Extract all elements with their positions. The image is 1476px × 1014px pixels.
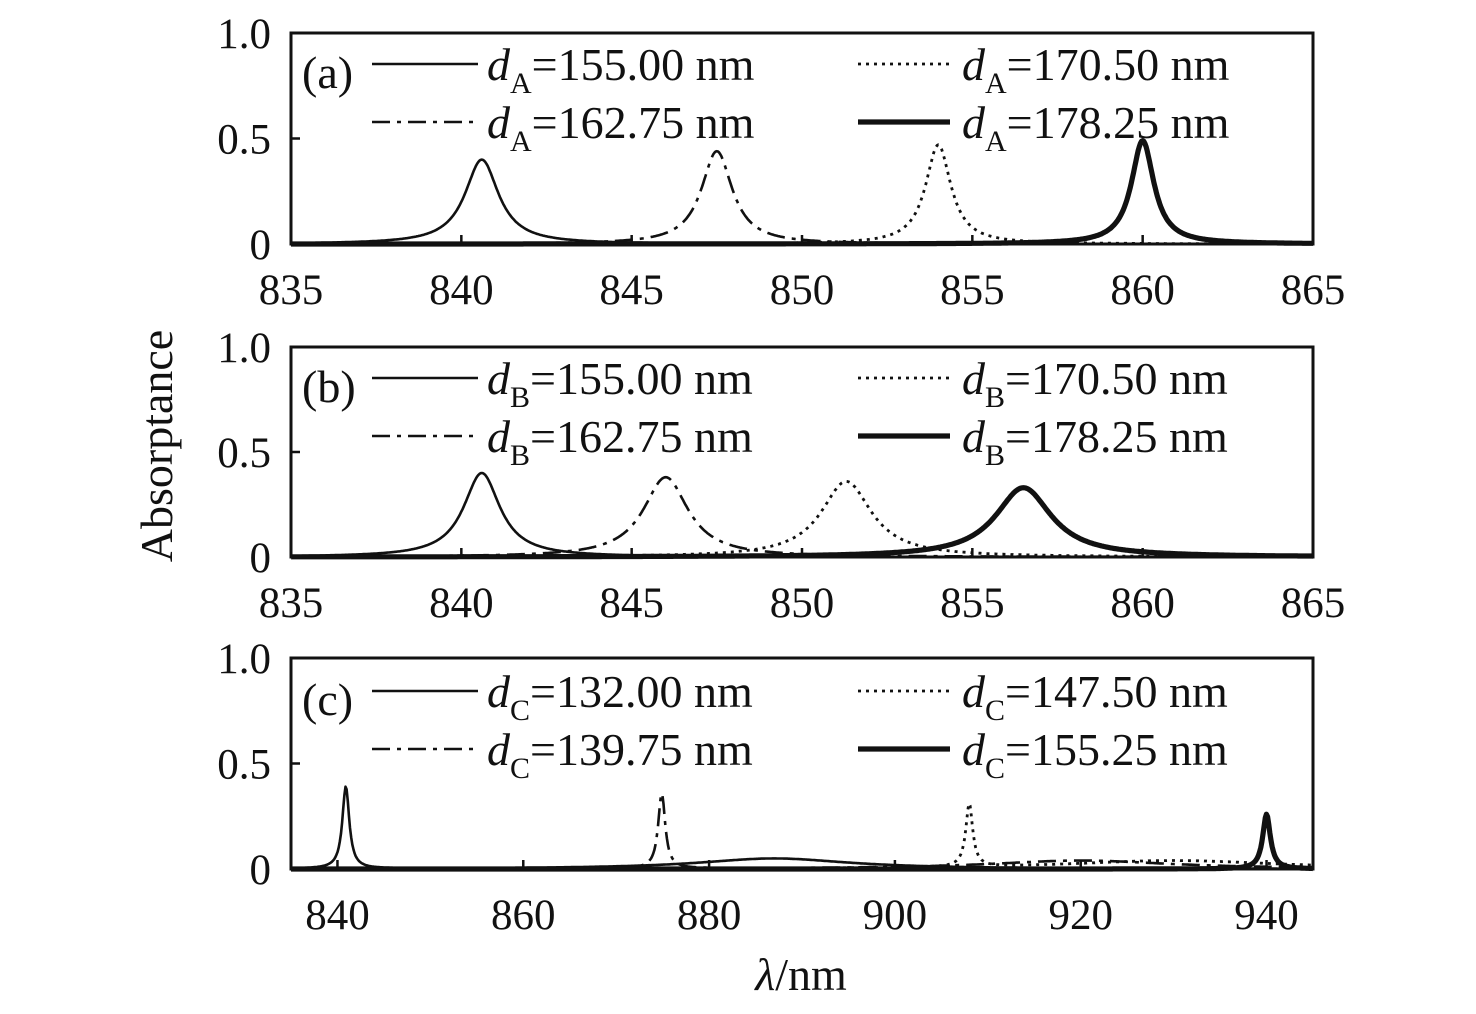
x-tick-label: 880 xyxy=(677,892,742,939)
x-tick-label: 860 xyxy=(491,892,556,939)
panel-b: 835 840 845 850 855 860 865 0 0.5 1.0 (b) dB=155.00… xyxy=(217,325,1345,627)
y-tick-label: 0.5 xyxy=(217,117,271,164)
legend-label: dB=155.00 nm xyxy=(487,353,753,414)
series-line-c-2 xyxy=(290,792,1314,871)
series-line-c-1 xyxy=(290,785,1314,870)
x-tick-label: 860 xyxy=(1110,267,1175,314)
x-tick-label: 900 xyxy=(863,892,928,939)
x-tick-label: 860 xyxy=(1110,580,1175,627)
x-axis-title-unit: /nm xyxy=(775,949,847,1000)
x-tick-label: 855 xyxy=(940,267,1005,314)
legend-label: dB=178.25 nm xyxy=(962,411,1228,472)
legend-label: dC=155.25 nm xyxy=(962,724,1228,785)
legend-label: dB=162.75 nm xyxy=(487,411,753,472)
legend-label: dA=155.00 nm xyxy=(487,39,755,100)
x-tick-label: 920 xyxy=(1048,892,1113,939)
x-tick-label: 835 xyxy=(259,267,324,314)
x-tick-label: 850 xyxy=(770,267,835,314)
x-tick-label: 865 xyxy=(1281,267,1346,314)
legend-label: dA=170.50 nm xyxy=(962,39,1230,100)
legend-label: dC=132.00 nm xyxy=(487,666,753,727)
y-tick-label: 0 xyxy=(250,222,272,269)
series-line-c-4 xyxy=(289,811,1315,872)
x-axis-title-symbol: λ xyxy=(753,949,775,1000)
panel-label: (b) xyxy=(302,361,356,412)
series-line-b-2 xyxy=(290,475,1314,559)
y-tick-label: 1.0 xyxy=(217,11,271,58)
x-tick-label: 840 xyxy=(305,892,370,939)
series-line-a-3 xyxy=(290,143,1314,246)
y-tick-label: 1.0 xyxy=(217,325,271,372)
x-tick-label: 840 xyxy=(429,580,494,627)
legend-label: dA=162.75 nm xyxy=(487,97,755,158)
x-tick-label: 840 xyxy=(429,267,494,314)
x-tick-label: 940 xyxy=(1234,892,1299,939)
legend-label: dB=170.50 nm xyxy=(962,353,1228,414)
series-line-b-3 xyxy=(290,480,1314,559)
series-line-b-1 xyxy=(290,471,1314,559)
x-tick-label: 850 xyxy=(770,580,835,627)
y-tick-label: 0.5 xyxy=(217,430,271,477)
series-line-a-4 xyxy=(289,138,1315,247)
y-tick-label: 0.5 xyxy=(217,742,271,789)
y-axis-title: Absorptance xyxy=(131,330,182,562)
panel-label: (a) xyxy=(302,47,353,98)
x-tick-label: 865 xyxy=(1281,580,1346,627)
y-tick-label: 1.0 xyxy=(217,636,271,683)
panel-a: 835 840 845 850 855 860 865 0 0.5 1.0 (a) dA=155.00… xyxy=(217,11,1345,314)
legend-label: dC=147.50 nm xyxy=(962,666,1228,727)
x-tick-label: 835 xyxy=(259,580,324,627)
legend-label: dA=178.25 nm xyxy=(962,97,1230,158)
panel-c: 840 860 880 900 920 940 0 0.5 1.0 (c) dC=132.00 nm… xyxy=(217,636,1315,939)
x-tick-label: 845 xyxy=(599,267,664,314)
y-tick-label: 0 xyxy=(250,847,272,894)
panel-label: (c) xyxy=(302,674,353,725)
x-axis-title: λ/nm xyxy=(753,949,847,1000)
x-tick-label: 855 xyxy=(940,580,1005,627)
y-tick-label: 0 xyxy=(250,535,272,582)
series-line-b-4 xyxy=(289,485,1315,560)
x-tick-label: 845 xyxy=(599,580,664,627)
legend-label: dC=139.75 nm xyxy=(487,724,753,785)
